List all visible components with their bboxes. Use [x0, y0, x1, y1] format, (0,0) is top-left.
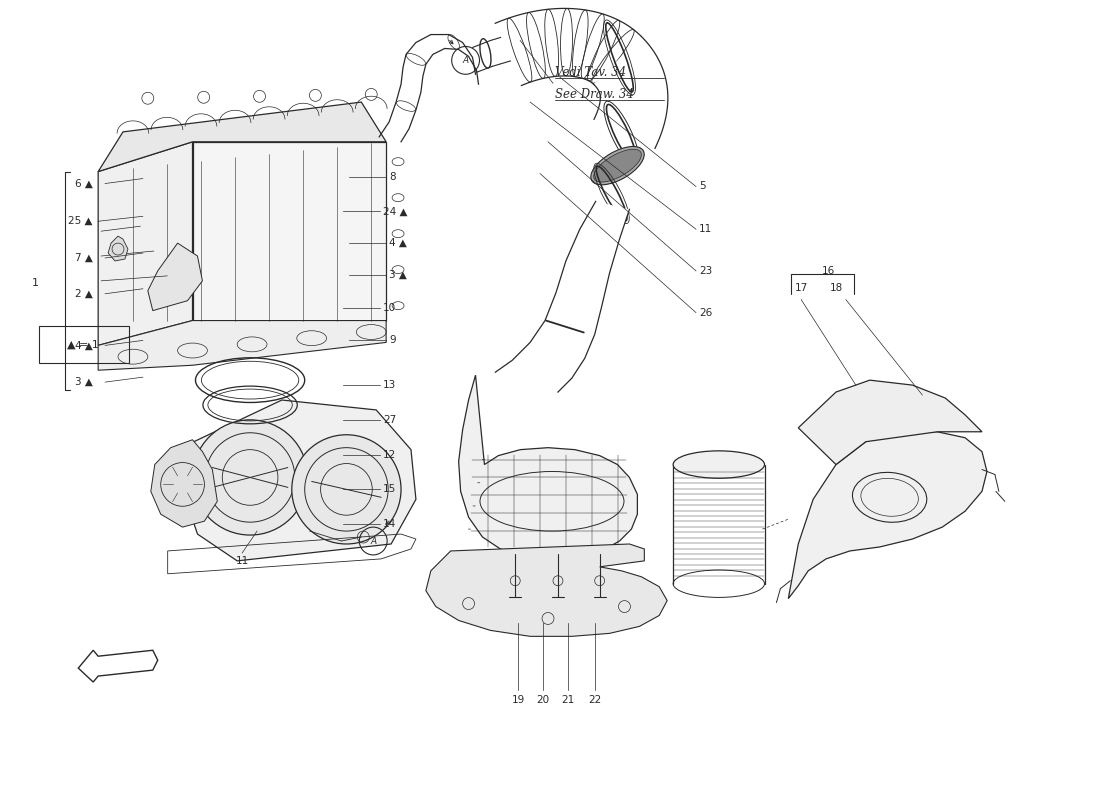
Polygon shape — [147, 243, 202, 310]
Text: ▲ = 1: ▲ = 1 — [67, 339, 99, 350]
Polygon shape — [98, 321, 386, 370]
Polygon shape — [789, 432, 987, 598]
Text: 15: 15 — [383, 484, 396, 494]
Text: 3 ▲: 3 ▲ — [389, 270, 407, 280]
Text: 4 ▲: 4 ▲ — [75, 340, 94, 350]
Circle shape — [292, 434, 402, 544]
Ellipse shape — [594, 150, 641, 182]
Text: Vedi Tav. 34: Vedi Tav. 34 — [556, 66, 626, 78]
Text: 23: 23 — [698, 266, 712, 276]
Text: 18: 18 — [829, 282, 843, 293]
Polygon shape — [98, 142, 192, 346]
Text: 21: 21 — [561, 695, 574, 705]
Polygon shape — [183, 400, 416, 561]
Polygon shape — [78, 650, 157, 682]
Text: 9: 9 — [389, 335, 396, 346]
Circle shape — [508, 28, 528, 47]
Text: 19: 19 — [512, 695, 525, 705]
Text: 10: 10 — [383, 302, 396, 313]
Text: See Draw. 34: See Draw. 34 — [556, 88, 634, 101]
Polygon shape — [459, 375, 637, 559]
Polygon shape — [108, 236, 128, 261]
Ellipse shape — [591, 146, 645, 185]
Ellipse shape — [673, 451, 764, 478]
Polygon shape — [151, 440, 218, 527]
Text: 26: 26 — [698, 308, 712, 318]
Text: 7 ▲: 7 ▲ — [75, 253, 94, 263]
Text: 13: 13 — [383, 380, 396, 390]
Polygon shape — [98, 102, 386, 171]
Text: 11: 11 — [698, 224, 712, 234]
Polygon shape — [426, 544, 668, 636]
Polygon shape — [495, 202, 629, 392]
Text: 8: 8 — [389, 171, 396, 182]
Polygon shape — [192, 142, 386, 321]
Text: 22: 22 — [588, 695, 602, 705]
Text: 11: 11 — [235, 556, 249, 566]
Text: 12: 12 — [383, 450, 396, 460]
Text: A: A — [371, 537, 376, 546]
Polygon shape — [495, 9, 641, 86]
Polygon shape — [594, 37, 668, 149]
Text: A: A — [462, 56, 469, 65]
Text: 3 ▲: 3 ▲ — [75, 377, 94, 387]
Text: 25 ▲: 25 ▲ — [68, 216, 92, 226]
Text: 17: 17 — [794, 282, 807, 293]
Text: 27: 27 — [383, 415, 396, 425]
Polygon shape — [799, 380, 982, 465]
Text: 1: 1 — [32, 278, 39, 288]
Text: 24 ▲: 24 ▲ — [383, 206, 408, 216]
Text: 16: 16 — [822, 266, 835, 276]
Text: 6 ▲: 6 ▲ — [75, 178, 94, 189]
Text: 2 ▲: 2 ▲ — [75, 289, 94, 298]
Text: 4 ▲: 4 ▲ — [389, 238, 407, 248]
Circle shape — [192, 420, 308, 535]
Text: 14: 14 — [383, 519, 396, 529]
Text: 5: 5 — [698, 182, 705, 191]
Text: 20: 20 — [537, 695, 550, 705]
